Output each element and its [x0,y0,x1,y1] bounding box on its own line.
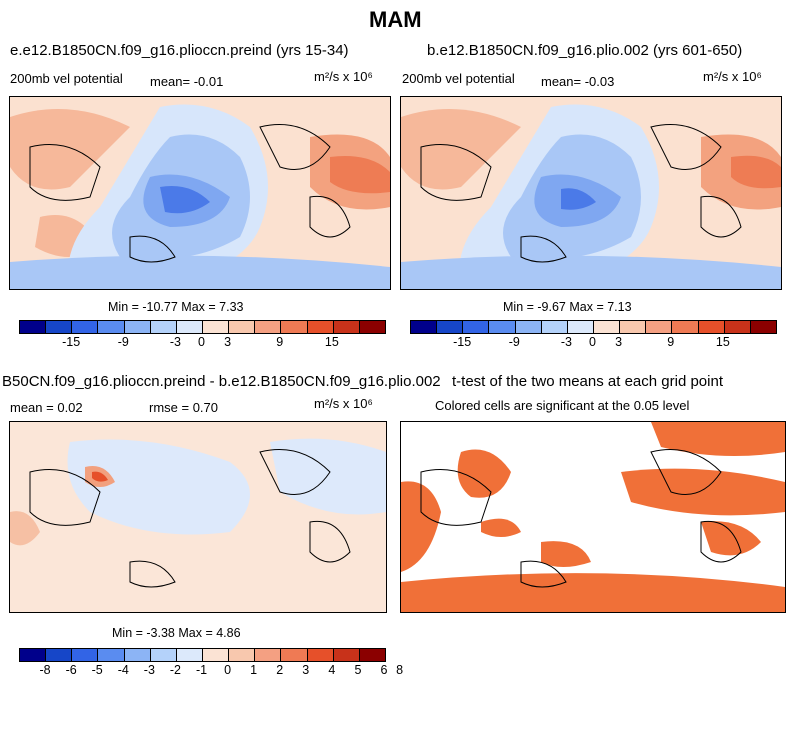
colorbar-swatch [541,321,568,333]
colorbar-swatch [281,321,308,333]
colorbar-tick-label: 6 [380,663,388,677]
colorbar-swatch [72,649,99,661]
colorbar-tick-label: 9 [667,335,675,349]
colorbar-swatch [359,649,385,661]
colorbar-swatch [307,649,334,661]
colorbar-tick-label: -3 [169,335,181,349]
panel3-rmse: rmse = 0.70 [149,400,219,415]
colorbar-swatch [98,649,125,661]
colorbar-tick-label: 8 [396,663,404,677]
figure-title: MAM [369,7,422,32]
colorbar-swatch [46,649,73,661]
colorbar-tick-label: 2 [276,663,284,677]
colorbar-tick-label: 3 [302,663,310,677]
colorbar-swatch [750,321,776,333]
colorbar-tick-label: 0 [224,663,232,677]
colorbar-swatch [72,321,99,333]
panel4-map [400,421,786,613]
colorbar-swatch [255,649,282,661]
colorbar-swatch [229,649,256,661]
colorbar-swatch [672,321,699,333]
colorbar-swatch [176,321,203,333]
panel2-title: b.e12.B1850CN.f09_g16.plio.002 (yrs 601-… [427,42,743,59]
colorbar-swatch [229,321,256,333]
colorbar-swatch [333,321,360,333]
panel1-units: m²/s x 10⁶ [314,69,373,84]
colorbar-tick-label: 15 [715,335,730,349]
panel1-colorbar-ticks: -15 -9 -3 0 3 9 15 [19,335,384,351]
panel4-title: t-test of the two means at each grid poi… [452,373,723,390]
colorbar-swatch [255,321,282,333]
panel2-mean: mean= -0.03 [541,74,615,89]
colorbar-swatch [307,321,334,333]
colorbar-swatch [698,321,725,333]
panel3-colorbar-ticks: -8 -6 -5 -4 -3 -2 -1 0 1 2 3 4 5 6 8 [19,663,404,679]
colorbar-swatch [489,321,516,333]
panel2-colorbar-ticks: -15 -9 -3 0 3 9 15 [410,335,775,351]
panel2-map [400,96,782,290]
colorbar-swatch [150,649,177,661]
colorbar-swatch [281,649,308,661]
colorbar-swatch [620,321,647,333]
panel3-mean: mean = 0.02 [10,400,83,415]
colorbar-swatch [463,321,490,333]
colorbar-tick-label: -2 [169,663,181,677]
panel3-colorbar [19,648,386,662]
colorbar-tick-label: -8 [39,663,51,677]
panel3-map [9,421,387,613]
colorbar-swatch [411,321,438,333]
colorbar-swatch [567,321,594,333]
colorbar-swatch [124,321,151,333]
colorbar-tick-label: 0 [198,335,205,349]
colorbar-tick-label: 1 [250,663,258,677]
colorbar-tick-label: 5 [354,663,362,677]
colorbar-swatch [150,321,177,333]
colorbar-swatch [333,649,360,661]
colorbar-swatch [20,321,47,333]
colorbar-swatch [202,649,230,661]
panel1-title: e.e12.B1850CN.f09_g16.plioccn.preind (yr… [10,42,349,59]
colorbar-swatch [646,321,673,333]
colorbar-tick-label: -4 [117,663,129,677]
colorbar-tick-label: 9 [276,335,284,349]
panel1-variable-label: 200mb vel potential [10,71,123,86]
colorbar-tick-label: -5 [91,663,103,677]
panel3-units: m²/s x 10⁶ [314,396,373,411]
panel3-title: B50CN.f09_g16.plioccn.preind - b.e12.B18… [2,373,441,390]
colorbar-tick-label: -3 [143,663,155,677]
panel2-units: m²/s x 10⁶ [703,69,762,84]
colorbar-tick-label: -3 [560,335,572,349]
colorbar-swatch [46,321,73,333]
panel1-colorbar [19,320,386,334]
panel1-map [9,96,391,290]
colorbar-swatch [20,649,47,661]
colorbar-tick-label: 0 [589,335,596,349]
colorbar-tick-label: -9 [117,335,129,349]
colorbar-tick-label: -6 [65,663,77,677]
panel2-variable-label: 200mb vel potential [402,71,515,86]
colorbar-swatch [202,321,230,333]
colorbar-tick-label: -15 [62,335,81,349]
colorbar-tick-label: 3 [224,335,232,349]
colorbar-swatch [359,321,385,333]
colorbar-tick-label: -15 [453,335,472,349]
colorbar-tick-label: -1 [195,663,208,677]
panel3-stats: Min = -3.38 Max = 4.86 [112,626,241,640]
colorbar-tick-label: 3 [615,335,623,349]
panel2-colorbar [410,320,777,334]
panel1-mean: mean= -0.01 [150,74,224,89]
colorbar-swatch [515,321,542,333]
colorbar-swatch [98,321,125,333]
colorbar-tick-label: 15 [324,335,339,349]
panel2-stats: Min = -9.67 Max = 7.13 [503,300,632,314]
colorbar-tick-label: 4 [328,663,336,677]
colorbar-swatch [593,321,621,333]
colorbar-swatch [724,321,751,333]
panel4-subtitle: Colored cells are significant at the 0.0… [435,398,690,413]
colorbar-swatch [437,321,464,333]
panel1-stats: Min = -10.77 Max = 7.33 [108,300,244,314]
colorbar-tick-label: -9 [508,335,520,349]
colorbar-swatch [124,649,151,661]
colorbar-swatch [176,649,203,661]
